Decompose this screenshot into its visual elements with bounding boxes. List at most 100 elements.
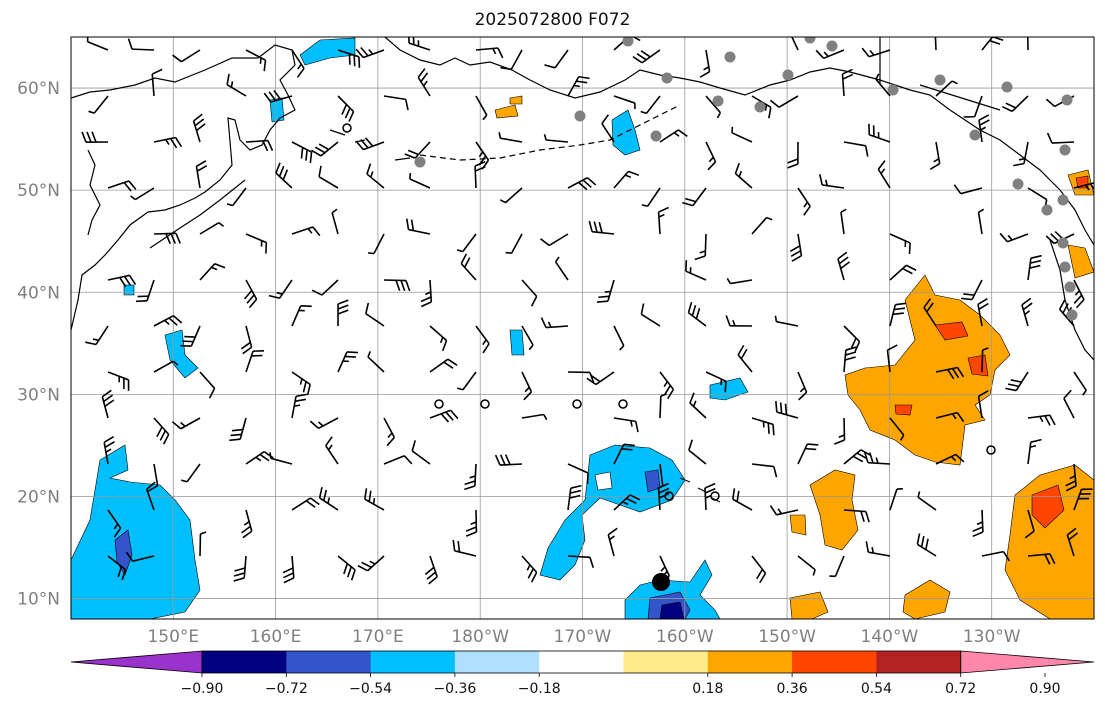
lon-tick-label: 150°E — [147, 627, 199, 647]
wind-barb — [829, 555, 845, 578]
wind-barb — [1013, 141, 1029, 167]
wind-barb — [1005, 371, 1029, 392]
wind-barb — [613, 95, 636, 110]
wind-barb — [429, 358, 458, 373]
calm-circle — [710, 491, 720, 501]
wind-barb — [567, 555, 595, 569]
wind-barb — [641, 187, 661, 208]
calm-circle — [618, 399, 628, 409]
station-dot — [804, 37, 816, 44]
negative-anomaly-region-central — [539, 444, 686, 581]
positive-patch-south-2 — [789, 591, 829, 619]
lon-tick-label: 180°W — [451, 627, 509, 647]
wind-barb — [734, 162, 753, 189]
wind-barb — [408, 37, 431, 51]
wind-barb — [977, 208, 985, 235]
wind-barb — [245, 349, 265, 373]
wind-barb — [337, 299, 349, 327]
colorbar-tick-label: −0.54 — [349, 681, 392, 697]
wind-barb — [383, 455, 413, 465]
wind-barb — [751, 95, 772, 119]
wind-barb — [978, 114, 990, 143]
wind-barb — [737, 344, 753, 373]
colorbar — [70, 650, 1095, 674]
map-plot-area — [71, 37, 1094, 619]
wind-barb — [365, 302, 385, 327]
anomaly-shading — [71, 37, 1094, 619]
station-dot — [1057, 237, 1069, 249]
wind-barb — [935, 453, 965, 465]
wind-barb — [245, 139, 274, 152]
wind-barb — [981, 37, 1007, 51]
wind-barb — [263, 89, 293, 103]
wind-barb — [868, 123, 891, 143]
wind-barbs — [81, 37, 1094, 585]
wind-barb — [460, 253, 477, 281]
wind-barb — [935, 80, 958, 97]
hole-central — [594, 471, 613, 491]
wind-barb — [521, 325, 534, 351]
wind-barb — [889, 264, 917, 281]
wind-barb — [797, 555, 816, 576]
wind-barb — [1065, 463, 1077, 492]
negative-patch-aleutian — [611, 109, 641, 156]
wind-barb — [863, 451, 891, 465]
wind-barb — [981, 550, 1011, 562]
positive-anomaly-core-east-3 — [894, 404, 913, 416]
station-dot — [712, 95, 724, 107]
wind-barb — [935, 366, 965, 380]
wind-barb — [934, 37, 937, 51]
wind-barb — [699, 49, 711, 78]
wind-barb — [1027, 414, 1056, 426]
negative-patch-small-1 — [269, 97, 285, 123]
colorbar-tick-label: −0.72 — [265, 681, 308, 697]
wind-barb — [834, 417, 846, 445]
wind-barb — [291, 497, 320, 511]
wind-barb — [494, 454, 523, 466]
wind-barb — [291, 371, 311, 396]
wind-barb — [103, 436, 115, 465]
calm-circle — [572, 399, 582, 409]
wind-barb — [657, 206, 669, 235]
wind-barb — [889, 302, 907, 327]
wind-barb — [769, 505, 799, 516]
wind-barb — [917, 491, 937, 511]
wind-barb — [171, 417, 201, 430]
wind-barb — [935, 411, 965, 423]
wind-barb — [815, 49, 845, 60]
station-dot — [1066, 309, 1078, 321]
wind-barb — [586, 371, 615, 386]
wind-barb — [659, 393, 667, 419]
wind-barb — [682, 187, 707, 207]
wind-barb — [751, 555, 767, 584]
wind-barb — [843, 509, 870, 523]
wind-barb — [999, 232, 1029, 243]
wind-barb — [607, 527, 618, 557]
station-dot — [826, 40, 838, 52]
wind-barb — [726, 277, 753, 285]
wind-barb — [916, 533, 937, 557]
wind-barb — [567, 176, 597, 191]
negative-patch-east-mid — [709, 377, 749, 401]
station-dot — [661, 72, 673, 84]
colorbar-segment — [286, 651, 372, 673]
wind-barb — [877, 160, 891, 189]
colorbar-segment — [539, 651, 624, 673]
wind-barb — [337, 49, 361, 68]
wind-barb — [172, 49, 201, 63]
wind-barb — [613, 443, 635, 465]
wind-barb — [521, 371, 533, 401]
wind-barb — [886, 344, 898, 373]
wind-barb — [199, 262, 226, 281]
wind-barb — [704, 482, 716, 511]
wind-barb — [1073, 488, 1093, 511]
wind-barb — [245, 49, 267, 72]
station-dot — [754, 101, 766, 113]
wind-barb — [268, 279, 293, 299]
wind-barb — [775, 401, 799, 419]
wind-barb — [521, 279, 538, 307]
wind-barb — [1021, 297, 1033, 327]
lon-tick-label: 140°W — [861, 627, 919, 647]
wind-barb — [311, 279, 339, 296]
wind-barb — [233, 555, 247, 582]
